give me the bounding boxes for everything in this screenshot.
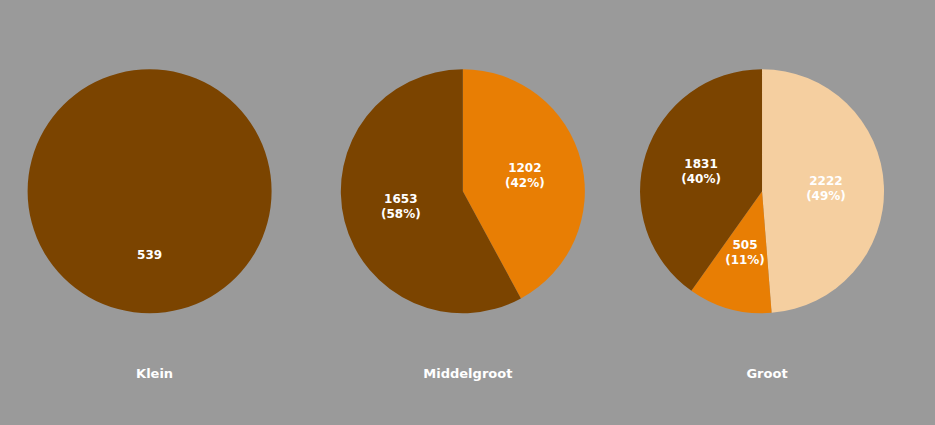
- svg-text:2222: 2222: [809, 174, 842, 188]
- svg-text:1202: 1202: [508, 161, 541, 175]
- svg-text:Middelgroot: Middelgroot: [423, 366, 512, 381]
- svg-text:539: 539: [137, 248, 162, 262]
- svg-text:(11%): (11%): [725, 253, 765, 267]
- svg-text:Klein: Klein: [136, 366, 173, 381]
- svg-text:1653: 1653: [384, 192, 417, 206]
- svg-text:505: 505: [732, 238, 757, 252]
- svg-text:(40%): (40%): [681, 172, 721, 186]
- svg-text:(49%): (49%): [806, 189, 846, 203]
- svg-text:1831: 1831: [684, 157, 717, 171]
- svg-text:(58%): (58%): [381, 207, 421, 221]
- svg-text:(42%): (42%): [505, 176, 545, 190]
- svg-text:Groot: Groot: [746, 366, 787, 381]
